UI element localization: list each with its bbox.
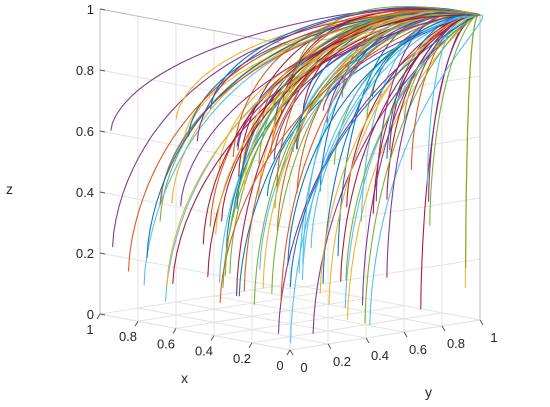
trajectory-102 <box>271 13 481 294</box>
right-wall-grid-z-1 <box>289 258 481 290</box>
x-tick-label-5: 1 <box>86 322 93 337</box>
right-wall-grid-z-3 <box>289 136 481 168</box>
trajectory-72 <box>319 14 481 294</box>
trajectory-layer <box>110 5 484 344</box>
y-tick-mark-1 <box>327 343 332 350</box>
z-tick-mark-2 <box>99 191 106 194</box>
grid-layer <box>99 8 481 351</box>
y-axis-label: y <box>425 384 432 400</box>
floor-grid-y-1 <box>137 307 329 345</box>
z-tick-label-2: 0.4 <box>76 185 94 200</box>
right-wall-grid-z-0 <box>289 319 481 351</box>
y-tick-mark-2 <box>365 337 370 344</box>
y-tick-mark-0 <box>289 349 294 356</box>
trajectory-99 <box>232 9 481 158</box>
y-tick-mark-3 <box>403 331 408 338</box>
y-tick-label-0: 0 <box>300 360 307 375</box>
x-tick-mark-5 <box>96 313 101 320</box>
box-edge-top-left <box>99 8 291 46</box>
left-wall-grid-z-1 <box>99 252 291 290</box>
z-tick-label-3: 0.6 <box>76 124 94 139</box>
z-tick-mark-4 <box>99 69 106 72</box>
trajectory-33 <box>301 14 481 281</box>
z-tick-label-1: 0.2 <box>76 246 94 261</box>
trajectory-95 <box>429 14 481 226</box>
floor-grid-x-1 <box>251 312 443 344</box>
y-tick-label-3: 0.6 <box>409 342 427 357</box>
left-wall-grid-z-3 <box>99 130 291 168</box>
y-tick-label-1: 0.2 <box>333 354 351 369</box>
x-tick-label-2: 0.4 <box>195 344 213 359</box>
floor-grid-y-3 <box>213 295 405 333</box>
trajectory-104 <box>202 14 481 245</box>
y-tick-label-2: 0.4 <box>371 348 389 363</box>
x-tick-mark-0 <box>286 349 291 356</box>
z-tick-mark-5 <box>99 8 106 11</box>
trajectory-26 <box>369 14 484 326</box>
trajectory-108 <box>196 8 481 142</box>
x-tick-mark-4 <box>134 320 139 327</box>
trajectory-68 <box>344 14 481 309</box>
floor-grid-x-2 <box>213 305 405 337</box>
z-axis-label: z <box>6 181 13 197</box>
x-tick-label-4: 0.8 <box>119 329 137 344</box>
left-wall-grid-z-2 <box>99 191 291 229</box>
floor-grid-x-3 <box>175 297 367 329</box>
z-tick-label-5: 1 <box>87 2 94 17</box>
z-tick-mark-3 <box>99 130 106 133</box>
x-tick-label-0: 0 <box>276 358 283 373</box>
z-tick-label-0: 0 <box>87 307 94 322</box>
floor-grid-y-4 <box>251 289 443 327</box>
x-tick-label-1: 0.2 <box>233 351 251 366</box>
y-tick-label-4: 0.8 <box>447 336 465 351</box>
y-tick-mark-4 <box>441 325 446 332</box>
trajectory-103 <box>290 14 481 344</box>
z-tick-mark-1 <box>99 252 106 255</box>
floor-grid-x-4 <box>137 290 329 322</box>
x-axis-label: x <box>181 370 188 386</box>
trajectory-105 <box>146 12 481 259</box>
z-tick-label-4: 0.8 <box>76 63 94 78</box>
trajectory-74 <box>293 5 481 82</box>
floor-grid-y-2 <box>175 301 367 339</box>
x-tick-mark-2 <box>210 335 215 341</box>
x-tick-mark-1 <box>248 342 253 349</box>
trajectory-53 <box>465 14 481 269</box>
x-tick-label-3: 0.6 <box>157 336 175 351</box>
left-wall-grid-z-0 <box>99 313 291 351</box>
trajectory-54 <box>310 14 481 249</box>
trajectory-109 <box>258 10 481 164</box>
floor-grid-y-5 <box>289 283 481 321</box>
y-tick-label-5: 1 <box>490 330 497 345</box>
y-tick-mark-5 <box>479 319 484 326</box>
floor-grid-x-5 <box>99 283 291 315</box>
x-tick-mark-3 <box>172 328 177 334</box>
z-tick-mark-0 <box>99 313 106 316</box>
trajectory-91 <box>289 14 481 288</box>
